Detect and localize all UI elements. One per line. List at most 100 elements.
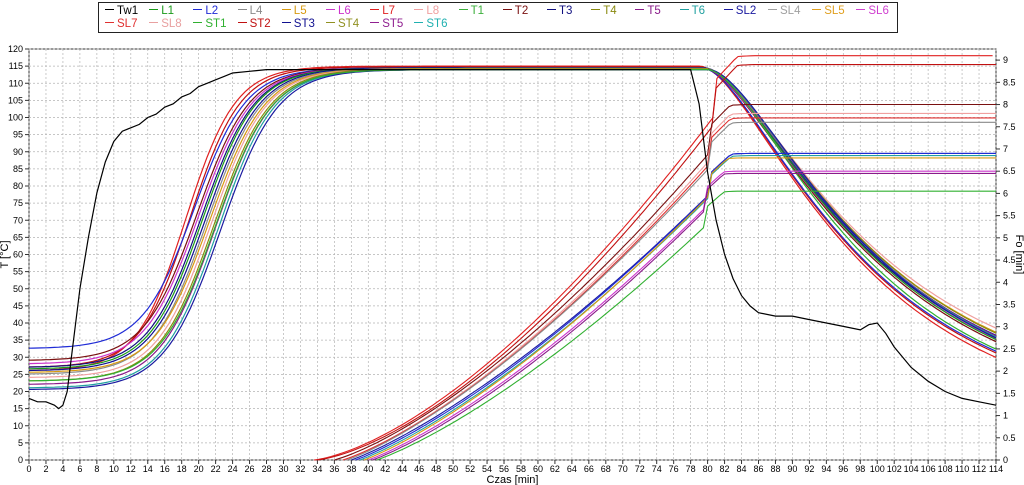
legend-label: ST1	[205, 18, 227, 30]
x-tick-label: 0	[26, 464, 31, 474]
y2-tick-label: 4	[1003, 277, 1008, 287]
y2-tick-label: 3.5	[1003, 299, 1016, 309]
fo-series-T2	[334, 103, 996, 461]
x-tick-label: 42	[380, 464, 390, 474]
x-tick-label: 96	[838, 464, 848, 474]
legend-swatch	[149, 9, 159, 11]
y2-tick-label: 7.5	[1003, 122, 1016, 132]
x-tick-label: 64	[567, 464, 577, 474]
y-tick-label: 100	[8, 113, 23, 123]
x-tick-label: 100	[870, 464, 885, 474]
y-tick-label: 75	[13, 198, 23, 208]
legend-label: SL4	[780, 5, 801, 17]
legend-item-L4: L4	[237, 5, 263, 18]
fo-series-L6	[368, 170, 996, 461]
x-tick-label: 6	[77, 464, 82, 474]
temp-series-T4	[28, 68, 997, 382]
legend-label: T2	[514, 5, 529, 17]
legend-swatch	[105, 22, 114, 24]
legend-item-ST5: ST5	[370, 18, 403, 31]
y-axis-label: T [°C]	[0, 240, 11, 268]
x-tick-label: 94	[821, 464, 831, 474]
x-tick-label: 20	[194, 464, 204, 474]
temp-series-L7	[28, 65, 997, 371]
x-tick-label: 92	[804, 464, 814, 474]
x-tick-label: 44	[397, 464, 407, 474]
legend-item-L2: L2	[193, 5, 218, 18]
y-tick-label: 95	[13, 130, 23, 140]
legend-item-SL5: SL5	[812, 5, 845, 18]
legend-item-ST4: ST4	[326, 18, 359, 31]
y2-tick-label: 6	[1003, 188, 1008, 198]
axes: 0 2 4 6 8 10 12 14 16 18 20 22 24 26 28 30 32 34 36 38 40 42 4…	[8, 44, 1016, 474]
x-tick-label: 12	[126, 464, 136, 474]
legend-swatch	[856, 9, 866, 11]
legend-swatch	[812, 9, 822, 11]
x-tick-label: 80	[703, 464, 713, 474]
legend-swatch	[281, 22, 291, 24]
legend-item-T6: T6	[679, 5, 705, 18]
x-tick-label: 66	[584, 464, 594, 474]
x-tick-label: 2	[43, 464, 48, 474]
legend-swatch	[679, 9, 689, 11]
legend-item-L6: L6	[326, 5, 351, 18]
x-tick-label: 52	[465, 464, 475, 474]
y-tick-label: 50	[13, 284, 23, 294]
legend-item-SL6: SL6	[856, 5, 889, 18]
x-tick-label: 48	[431, 464, 441, 474]
x-tick-label: 46	[414, 464, 424, 474]
y-tick-label: 0	[18, 455, 23, 465]
legend-label: ST6	[426, 18, 448, 30]
legend-swatch	[768, 9, 777, 11]
y2-tick-label: 2	[1003, 366, 1008, 376]
legend-label: L6	[338, 5, 351, 17]
x-tick-label: 72	[635, 464, 645, 474]
x-tick-label: 114	[989, 464, 1003, 474]
y2-tick-label: 3	[1003, 322, 1008, 332]
x-tick-label: 110	[955, 464, 969, 474]
y2-tick-label: 1	[1003, 411, 1008, 421]
legend-label: L7	[382, 5, 395, 17]
x-tick-label: 62	[550, 464, 560, 474]
legend-item-T5: T5	[635, 5, 661, 18]
legend-label: ST2	[249, 18, 271, 30]
y2-tick-label: 7	[1003, 144, 1008, 154]
legend-item-L1: L1	[149, 5, 174, 18]
x-tick-label: 82	[720, 464, 730, 474]
legend-swatch	[414, 22, 424, 24]
series-group	[28, 55, 997, 461]
x-axis-label: Czas [min]	[487, 474, 539, 485]
x-tick-label: 86	[753, 464, 763, 474]
fo-series-L4	[346, 121, 996, 461]
x-tick-label: 60	[533, 464, 543, 474]
legend-label: T3	[559, 5, 573, 17]
y2-tick-label: 9	[1003, 55, 1008, 65]
legend-item-ST6: ST6	[414, 18, 447, 31]
legend-item-SL2: SL2	[723, 5, 756, 18]
x-tick-label: 78	[686, 464, 696, 474]
x-tick-label: 4	[60, 464, 65, 474]
legend-item-T1: T1	[458, 5, 485, 18]
legend-label: L4	[249, 5, 263, 17]
legend-item-SL4: SL4	[768, 5, 800, 18]
series-Tw1	[28, 69, 997, 410]
legend-label: L2	[205, 5, 219, 17]
y2-tick-label: 1.5	[1003, 388, 1016, 398]
legend-swatch	[502, 9, 512, 11]
y-tick-label: 45	[13, 301, 23, 311]
y2-tick-label: 6.5	[1003, 166, 1016, 176]
y-tick-label: 40	[13, 318, 23, 328]
x-tick-label: 108	[938, 464, 953, 474]
legend-swatch	[326, 9, 335, 11]
x-tick-label: 88	[770, 464, 780, 474]
x-tick-label: 34	[312, 464, 322, 474]
x-tick-label: 76	[669, 464, 679, 474]
x-tick-label: 40	[363, 464, 373, 474]
legend-label: T1	[470, 5, 485, 17]
x-tick-label: 38	[346, 464, 356, 474]
legend-item-T3: T3	[547, 5, 572, 18]
legend-swatch	[635, 9, 645, 11]
x-tick-label: 24	[228, 464, 238, 474]
y-tick-label: 65	[13, 232, 23, 242]
legend-label: L8	[426, 5, 440, 17]
